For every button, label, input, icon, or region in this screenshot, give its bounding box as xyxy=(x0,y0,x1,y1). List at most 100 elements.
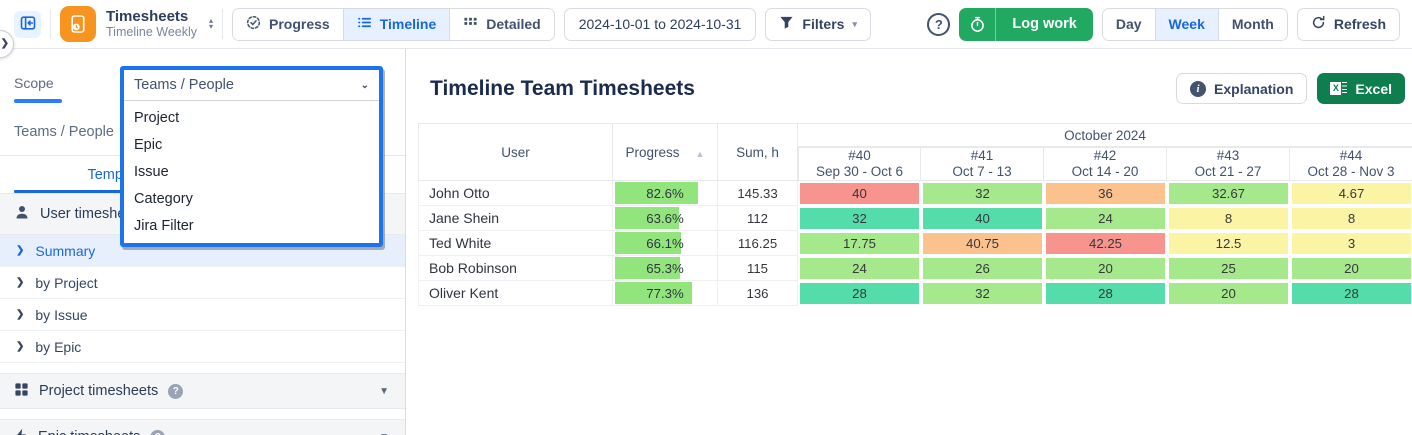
nav-label: by Epic xyxy=(35,338,82,355)
hours-cell[interactable]: 24 xyxy=(1046,208,1165,229)
table-row: Oliver Kent 77.3% 136 28 32 28 20 28 xyxy=(418,281,1412,306)
hours-cell[interactable]: 40 xyxy=(923,208,1042,229)
hours-cell[interactable]: 25 xyxy=(1169,258,1288,279)
sidebar-item-by-issue[interactable]: ❯ by Issue xyxy=(0,299,405,331)
toolbar-divider xyxy=(222,9,224,39)
tab-progress-label: Progress xyxy=(269,16,330,32)
hours-cell[interactable]: 26 xyxy=(923,258,1042,279)
tab-timeline-label: Timeline xyxy=(379,16,437,32)
timeline-list-icon xyxy=(357,15,372,33)
scope-select-value: Teams / People xyxy=(134,77,234,93)
hours-cell[interactable]: 4.67 xyxy=(1292,183,1411,204)
nav-label: by Project xyxy=(35,274,98,291)
hours-cell[interactable]: 36 xyxy=(1046,183,1165,204)
hours-cell[interactable]: 40.75 xyxy=(923,233,1042,254)
scope-dropdown: Teams / People ⌄ Project Epic Issue Cate… xyxy=(120,66,383,247)
scope-option-epic[interactable]: Epic xyxy=(134,136,163,153)
hours-cell[interactable]: 40 xyxy=(800,183,919,204)
sidebar-section-project-timesheets[interactable]: Project timesheets ? ▼ xyxy=(0,373,405,409)
collapse-panel-icon xyxy=(20,15,36,34)
progress-bar xyxy=(615,232,682,254)
tab-progress[interactable]: Progress xyxy=(233,8,343,40)
user-name: Bob Robinson xyxy=(418,256,613,281)
tab-timeline[interactable]: Timeline xyxy=(342,8,450,40)
page-title: Timeline Team Timesheets xyxy=(430,76,695,100)
section-label: User timesheets xyxy=(40,206,145,222)
main-content: Timeline Team Timesheets i Explanation X… xyxy=(407,49,1412,435)
toolbar-divider xyxy=(50,9,51,39)
progress-bar xyxy=(615,257,681,279)
excel-label: Excel xyxy=(1355,80,1392,97)
log-work-button[interactable]: Log work xyxy=(959,7,1093,41)
progress-cell: 65.3% xyxy=(613,256,718,281)
period-switcher: Day Week Month xyxy=(1101,7,1288,41)
sum-hours: 115 xyxy=(718,256,798,281)
help-badge-icon[interactable]: ? xyxy=(150,429,166,435)
hours-cell[interactable]: 28 xyxy=(800,283,919,304)
hours-cell[interactable]: 12.5 xyxy=(1169,233,1288,254)
month-header: October 2024 xyxy=(798,123,1412,147)
sidebar-item-by-epic[interactable]: ❯ by Epic xyxy=(0,331,405,363)
hours-cell[interactable]: 32 xyxy=(800,208,919,229)
hours-cell[interactable]: 8 xyxy=(1292,208,1411,229)
explanation-button[interactable]: i Explanation xyxy=(1176,73,1308,104)
user-name: Jane Shein xyxy=(418,206,613,231)
report-selector-chevrons[interactable]: ▴ ▾ xyxy=(209,16,214,31)
excel-export-button[interactable]: X Excel xyxy=(1317,73,1405,104)
progress-check-icon xyxy=(246,15,261,33)
refresh-button[interactable]: Refresh xyxy=(1296,7,1400,41)
hours-cell[interactable]: 8 xyxy=(1169,208,1288,229)
excel-icon: X xyxy=(1330,82,1348,95)
scope-option-category[interactable]: Category xyxy=(134,190,193,207)
period-day[interactable]: Day xyxy=(1102,8,1155,40)
scope-option-issue[interactable]: Issue xyxy=(134,163,169,180)
progress-bar xyxy=(615,182,698,204)
help-button[interactable]: ? xyxy=(927,12,951,36)
app-block: Timesheets Timeline Weekly ▴ ▾ xyxy=(60,6,213,42)
col-header-user[interactable]: User xyxy=(418,123,613,181)
progress-cell: 63.6% xyxy=(613,206,718,231)
chevron-right-icon: ❯ xyxy=(16,277,25,288)
col-header-progress[interactable]: Progress ▲ xyxy=(613,123,718,181)
hours-cell[interactable]: 28 xyxy=(1292,283,1411,304)
scope-value: Teams / People xyxy=(14,124,114,140)
tab-detailed[interactable]: Detailed xyxy=(449,8,554,40)
hours-cell[interactable]: 24 xyxy=(800,258,919,279)
hours-cell[interactable]: 42.25 xyxy=(1046,233,1165,254)
filters-label: Filters xyxy=(802,16,845,32)
hours-cell[interactable]: 32 xyxy=(923,283,1042,304)
table-row: Jane Shein 63.6% 112 32 40 24 8 8 xyxy=(418,206,1412,231)
lightning-icon xyxy=(14,428,28,435)
scope-option-jira-filter[interactable]: Jira Filter xyxy=(134,217,194,234)
hours-cell[interactable]: 17.75 xyxy=(800,233,919,254)
hours-cell[interactable]: 32.67 xyxy=(1169,183,1288,204)
grid-icon xyxy=(14,382,29,401)
user-name: Ted White xyxy=(418,231,613,256)
chevron-right-icon: ❯ xyxy=(16,309,25,320)
period-month[interactable]: Month xyxy=(1217,8,1287,40)
hours-cell[interactable]: 3 xyxy=(1292,233,1411,254)
help-badge-icon[interactable]: ? xyxy=(168,383,184,399)
timesheets-app-icon xyxy=(60,6,96,42)
week-header-41: #41 Oct 7 - 13 xyxy=(921,147,1044,181)
date-range-input[interactable]: 2024-10-01 to 2024-10-31 xyxy=(563,7,757,41)
collapse-sidebar-button[interactable] xyxy=(14,10,41,38)
sidebar-item-by-project[interactable]: ❯ by Project xyxy=(0,267,405,299)
hours-cell[interactable]: 28 xyxy=(1046,283,1165,304)
col-header-sum[interactable]: Sum, h xyxy=(718,123,798,181)
scope-option-project[interactable]: Project xyxy=(134,109,180,126)
filters-button[interactable]: Filters ▾ xyxy=(765,7,871,41)
tab-detailed-label: Detailed xyxy=(486,16,541,32)
chevron-down-icon: ⌄ xyxy=(360,79,369,91)
week-header-43: #43 Oct 21 - 27 xyxy=(1167,147,1290,181)
hours-cell[interactable]: 20 xyxy=(1169,283,1288,304)
stopwatch-icon[interactable] xyxy=(959,7,997,41)
hours-cell[interactable]: 32 xyxy=(923,183,1042,204)
detailed-grid-icon xyxy=(463,15,478,33)
week-header-44: #44 Oct 28 - Nov 3 xyxy=(1290,147,1412,181)
hours-cell[interactable]: 20 xyxy=(1046,258,1165,279)
hours-cell[interactable]: 20 xyxy=(1292,258,1411,279)
scope-select[interactable]: Teams / People ⌄ xyxy=(124,70,379,101)
period-week[interactable]: Week xyxy=(1154,8,1218,40)
sidebar-section-epic-timesheets[interactable]: Epic timesheets ? ▼ xyxy=(0,419,405,435)
